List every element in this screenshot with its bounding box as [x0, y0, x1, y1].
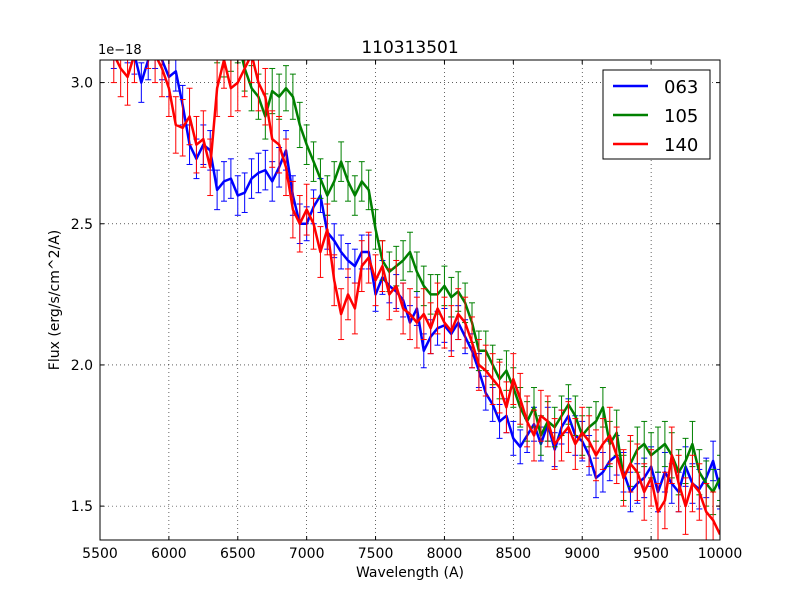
- x-tick-label: 6500: [220, 546, 256, 562]
- x-tick-label: 5500: [82, 546, 118, 562]
- x-tick-label: 7500: [358, 546, 394, 562]
- legend-label-140: 140: [664, 135, 698, 156]
- x-tick-label: 6000: [151, 546, 187, 562]
- legend-label-063: 063: [664, 77, 698, 98]
- legend-label-105: 105: [664, 106, 698, 127]
- legend: 063 105 140: [602, 69, 711, 160]
- axis-ticks: 5500 6000 6500 7000 7500 8000 8500 9000 9500 1000…: [71, 60, 743, 562]
- x-tick-label: 9000: [564, 546, 600, 562]
- x-axis-label: Wavelength (A): [356, 565, 464, 581]
- chart-title: 110313501: [361, 38, 458, 58]
- x-tick-label: 8500: [496, 546, 532, 562]
- y-tick-label: 2.5: [71, 217, 93, 233]
- series-group: [110, 60, 720, 540]
- y-multiplier: 1e−18: [98, 43, 142, 58]
- x-tick-label: 9500: [633, 546, 669, 562]
- y-axis-label: Flux (erg/s/cm^2/A): [47, 230, 63, 370]
- y-tick-label: 1.5: [71, 499, 93, 515]
- plot-frame: [99, 59, 721, 541]
- x-tick-label: 10000: [698, 546, 743, 562]
- series-line-140: [115, 60, 720, 535]
- y-tick-label: 3.0: [71, 76, 93, 92]
- x-tick-label: 8000: [427, 546, 463, 562]
- series-140: [110, 60, 720, 540]
- x-tick-label: 7000: [289, 546, 325, 562]
- y-tick-label: 2.0: [71, 358, 93, 374]
